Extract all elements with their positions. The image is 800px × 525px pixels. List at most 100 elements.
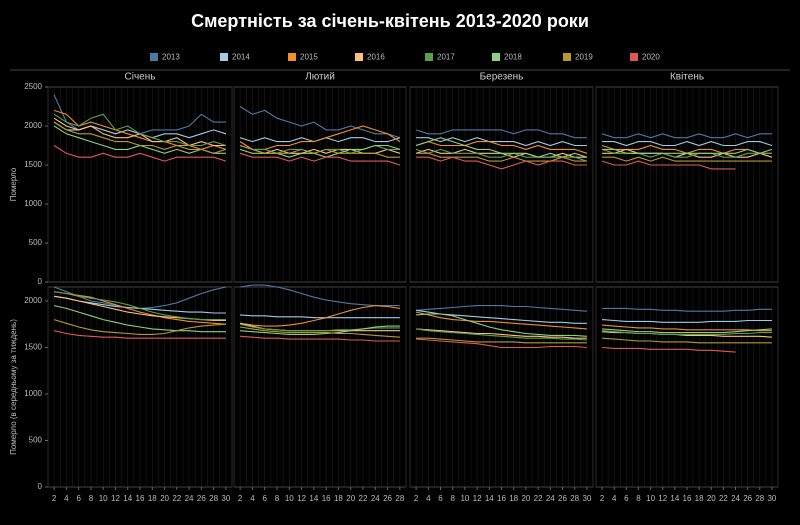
x-tick-label: 12	[297, 494, 306, 503]
x-tick-label: 22	[719, 494, 728, 503]
series-line	[416, 137, 587, 147]
x-tick-label: 30	[221, 494, 230, 503]
x-tick-label: 18	[509, 494, 518, 503]
legend-swatch	[630, 53, 638, 61]
y-tick-label: 2500	[24, 82, 42, 91]
series-line	[602, 319, 772, 323]
series-line	[240, 314, 400, 319]
legend-swatch	[355, 53, 363, 61]
series-line	[602, 156, 772, 162]
x-tick-label: 16	[683, 494, 692, 503]
legend-label: 2014	[232, 53, 250, 62]
x-tick-label: 12	[658, 494, 667, 503]
series-line	[239, 152, 401, 166]
series-line	[416, 313, 587, 337]
series-line	[416, 305, 587, 312]
series-line	[416, 328, 587, 341]
series-line	[239, 144, 400, 158]
series-line	[602, 346, 736, 353]
series-line	[416, 338, 587, 349]
series-line	[54, 291, 226, 325]
series-line	[416, 337, 587, 344]
series-line	[239, 106, 401, 139]
legend-swatch	[220, 53, 228, 61]
series-line	[240, 335, 400, 342]
x-tick-label: 22	[359, 494, 368, 503]
x-tick-label: 26	[743, 494, 752, 503]
series-line	[53, 113, 227, 147]
x-tick-label: 22	[172, 494, 181, 503]
y-tick-label: 500	[29, 436, 43, 445]
panel-header: Лютий	[305, 72, 335, 83]
x-tick-label: 2	[600, 494, 605, 503]
series-line	[53, 330, 226, 339]
x-tick-label: 10	[285, 494, 294, 503]
x-tick-label: 30	[767, 494, 776, 503]
legend-label: 2019	[575, 53, 593, 62]
x-tick-label: 4	[64, 494, 69, 503]
x-tick-label: 2	[238, 494, 243, 503]
x-tick-label: 2	[414, 494, 419, 503]
x-tick-label: 14	[309, 494, 318, 503]
y-tick-label: 1500	[24, 343, 42, 352]
series-line	[53, 145, 227, 162]
x-tick-label: 6	[438, 494, 443, 503]
series-line	[415, 141, 588, 154]
series-line	[415, 137, 588, 158]
legend-swatch	[150, 53, 158, 61]
x-tick-label: 26	[558, 494, 567, 503]
series-line	[602, 330, 772, 335]
y-tick-label: 2000	[24, 296, 42, 305]
series-line	[602, 141, 773, 147]
x-tick-label: 10	[99, 494, 108, 503]
legend-label: 2015	[300, 53, 318, 62]
x-tick-label: 18	[334, 494, 343, 503]
x-tick-label: 20	[160, 494, 169, 503]
series-line	[416, 156, 587, 170]
x-tick-label: 26	[197, 494, 206, 503]
x-tick-label: 8	[636, 494, 641, 503]
series-line	[240, 305, 400, 327]
panel-header: Квітень	[670, 72, 704, 83]
x-tick-label: 24	[546, 494, 555, 503]
panel-header: Березень	[480, 72, 524, 83]
x-tick-label: 24	[185, 494, 194, 503]
x-tick-label: 14	[485, 494, 494, 503]
y-tick-label: 0	[38, 277, 43, 286]
x-tick-label: 24	[731, 494, 740, 503]
x-tick-label: 28	[755, 494, 764, 503]
series-line	[416, 152, 587, 162]
x-tick-label: 16	[497, 494, 506, 503]
series-line	[416, 328, 587, 339]
legend-label: 2013	[162, 53, 180, 62]
legend-swatch	[563, 53, 571, 61]
legend-label: 2016	[367, 53, 385, 62]
legend-label: 2017	[437, 53, 455, 62]
x-tick-label: 22	[534, 494, 543, 503]
x-tick-label: 18	[148, 494, 157, 503]
x-tick-label: 16	[136, 494, 145, 503]
y-tick-label: 1000	[24, 199, 42, 208]
series-line	[601, 133, 772, 139]
series-line	[601, 160, 736, 170]
x-tick-label: 10	[646, 494, 655, 503]
x-tick-label: 20	[521, 494, 530, 503]
series-line	[53, 109, 227, 150]
series-line	[415, 129, 587, 139]
x-tick-label: 4	[426, 494, 431, 503]
x-tick-label: 4	[250, 494, 255, 503]
y-axis-label: Померло	[9, 167, 18, 201]
x-tick-label: 8	[89, 494, 94, 503]
series-line	[415, 311, 587, 330]
x-tick-label: 28	[395, 494, 404, 503]
series-line	[240, 325, 400, 335]
legend-label: 2018	[504, 53, 522, 62]
y-tick-label: 500	[29, 238, 43, 247]
series-line	[53, 121, 227, 154]
series-line	[415, 148, 588, 162]
series-line	[602, 337, 772, 344]
series-line	[240, 326, 400, 338]
series-line	[54, 291, 226, 321]
series-line	[239, 125, 401, 150]
